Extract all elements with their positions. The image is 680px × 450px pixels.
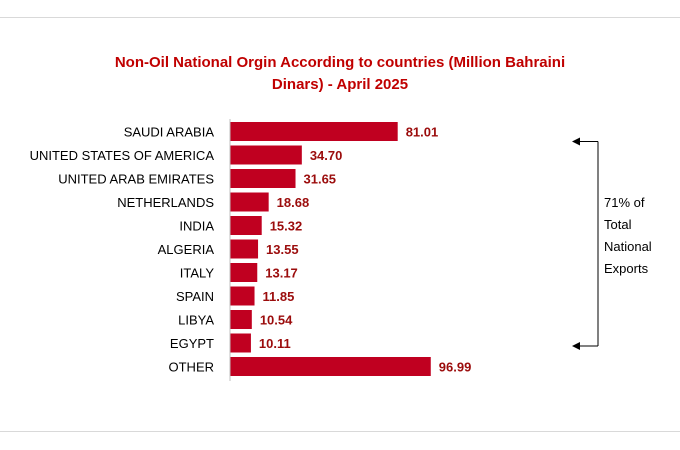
- value-label-libya: 10.54: [260, 313, 293, 328]
- category-label-algeria: ALGERIA: [158, 242, 215, 257]
- bar-egypt: [230, 333, 251, 353]
- bar-saudi-arabia: [230, 122, 398, 141]
- value-label-italy: 13.17: [265, 266, 298, 281]
- value-label-algeria: 13.55: [266, 242, 299, 257]
- category-label-saudi-arabia: SAUDI ARABIA: [124, 125, 215, 140]
- value-label-india: 15.32: [270, 219, 303, 234]
- chart-title-line-1: Non-Oil National Orgin According to coun…: [114, 54, 566, 71]
- value-label-spain: 11.85: [263, 289, 295, 304]
- bar-algeria: [230, 239, 259, 259]
- bars-group: SAUDI ARABIA 81.01 UNITED STATES OF AMERIC…: [30, 122, 472, 376]
- category-label-india: INDIA: [179, 219, 214, 234]
- annotation-bracket: [572, 137, 599, 350]
- bar-united-arab-emirates: [230, 169, 296, 188]
- bottom-rule: [0, 431, 680, 432]
- value-label-united-states-of-america: 34.70: [310, 148, 343, 163]
- top-rule: [0, 17, 680, 18]
- category-label-italy: ITALY: [180, 266, 215, 281]
- value-label-netherlands: 18.68: [277, 195, 310, 210]
- bar-spain: [230, 286, 255, 306]
- value-label-other: 96.99: [439, 360, 472, 375]
- bar-india: [230, 216, 262, 235]
- bar-libya: [230, 310, 252, 329]
- category-label-spain: SPAIN: [176, 289, 214, 304]
- bracket-top-arrowhead: [572, 137, 580, 146]
- bracket-bottom-arrowhead: [572, 342, 580, 350]
- bar-united-states-of-america: [230, 145, 302, 165]
- category-label-united-states-of-america: UNITED STATES OF AMERICA: [30, 148, 215, 163]
- share-annotation: 71% of Total National Exports: [604, 195, 652, 276]
- bar-other: [230, 357, 431, 376]
- category-label-netherlands: NETHERLANDS: [117, 195, 214, 210]
- category-label-united-arab-emirates: UNITED ARAB EMIRATES: [58, 172, 214, 187]
- chart-title-line-2: Dinars) - April 2025: [271, 76, 409, 93]
- bar-netherlands: [230, 192, 269, 212]
- value-label-united-arab-emirates: 31.65: [304, 172, 337, 187]
- chart-title: Non-Oil National Orgin According to coun…: [60, 52, 620, 96]
- bar-italy: [230, 263, 258, 282]
- category-label-libya: LIBYA: [178, 313, 214, 328]
- value-label-egypt: 10.11: [259, 336, 291, 351]
- category-label-egypt: EGYPT: [170, 336, 214, 351]
- value-label-saudi-arabia: 81.01: [406, 125, 439, 140]
- category-label-other: OTHER: [169, 360, 215, 375]
